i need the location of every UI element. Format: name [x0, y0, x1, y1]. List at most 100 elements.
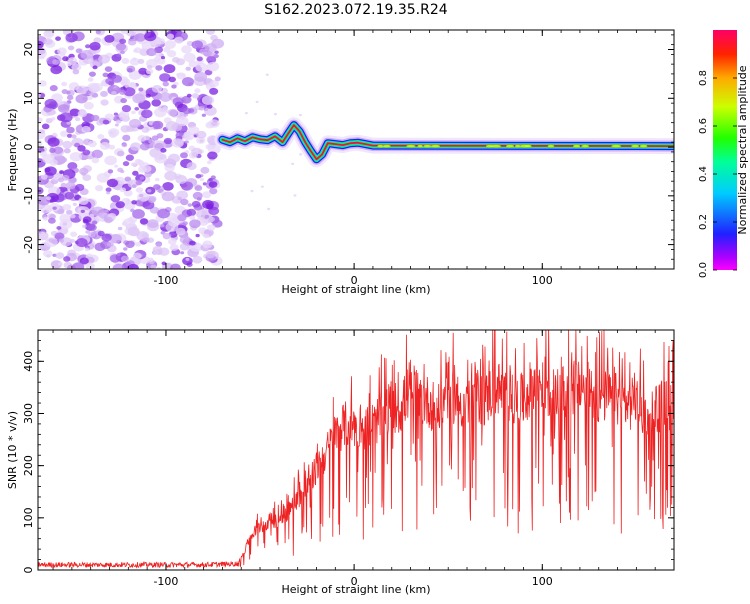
snr-y-axis-label: SNR (10 * v/v): [6, 411, 19, 489]
noise-speck: [141, 128, 146, 132]
colorbar-tick-label: 0.4: [698, 166, 709, 182]
signal-peak: [572, 144, 581, 148]
noise-speck: [49, 147, 56, 154]
noise-speck: [137, 192, 150, 202]
noise-speck: [111, 90, 117, 96]
noise-speck: [207, 224, 216, 231]
noise-speck: [138, 165, 147, 173]
noise-speck: [118, 180, 125, 185]
signal-peak: [611, 144, 622, 148]
noise-speck: [196, 130, 207, 139]
noise-speck: [175, 227, 186, 236]
noise-speck: [61, 81, 68, 87]
noise-speck: [163, 47, 171, 53]
noise-speck: [176, 72, 181, 77]
noise-speck: [55, 252, 65, 259]
noise-speck: [62, 203, 72, 211]
noise-speck: [89, 213, 95, 218]
noise-speck: [121, 221, 128, 226]
noise-speck: [82, 174, 92, 181]
noise-speck: [91, 206, 105, 217]
noise-speck: [91, 220, 98, 225]
noise-speck: [56, 226, 62, 230]
spectrogram-x-axis-label: Height of straight line (km): [281, 283, 430, 296]
noise-speck: [71, 134, 77, 139]
noise-speck: [66, 95, 74, 101]
noise-speck: [164, 40, 176, 49]
noise-speck: [38, 48, 47, 59]
noise-speck: [299, 153, 303, 156]
noise-speck: [59, 219, 73, 230]
noise-speck: [135, 180, 142, 186]
noise-speck: [54, 232, 65, 241]
signal-peak: [639, 144, 648, 148]
noise-speck: [104, 113, 115, 121]
noise-speck: [123, 189, 133, 197]
noise-speck: [110, 195, 121, 203]
noise-speck: [121, 57, 130, 65]
noise-speck: [67, 57, 78, 65]
noise-speck: [155, 242, 162, 248]
noise-speck: [82, 149, 91, 156]
noise-speck: [88, 71, 96, 77]
noise-speck: [50, 260, 63, 269]
noise-speck: [56, 157, 63, 162]
figure-title: S162.2023.072.19.35.R24: [264, 2, 447, 18]
snr-x-tick-label: -100: [153, 575, 178, 588]
noise-speck: [120, 50, 125, 55]
snr-x-axis-label: Height of straight line (km): [281, 583, 430, 596]
spectrogram-x-tick-label: 0: [351, 274, 358, 287]
noise-speck: [129, 57, 140, 66]
noise-speck: [152, 140, 166, 151]
noise-speck: [66, 126, 75, 134]
noise-speck: [89, 41, 101, 51]
noise-speck: [182, 107, 192, 115]
noise-speck: [109, 254, 121, 263]
snr-frame: [37, 329, 675, 571]
noise-speck: [186, 162, 197, 171]
noise-speck: [195, 173, 202, 179]
noise-speck: [100, 99, 109, 106]
noise-speck: [121, 104, 132, 113]
noise-speck: [115, 201, 125, 209]
noise-speck: [186, 93, 192, 98]
noise-speck: [114, 123, 119, 127]
noise-speck: [189, 219, 201, 229]
noise-speck: [126, 65, 136, 73]
noise-speck: [206, 160, 212, 165]
noise-speck: [171, 84, 177, 89]
noise-speck: [166, 50, 177, 58]
noise-speck: [155, 52, 162, 58]
noise-speck: [103, 209, 109, 213]
noise-speck: [132, 93, 146, 104]
noise-speck: [146, 64, 153, 70]
noise-speck: [120, 255, 129, 262]
noise-speck: [47, 137, 60, 147]
noise-speck: [44, 98, 57, 109]
noise-speck: [64, 191, 75, 200]
noise-speck: [140, 143, 150, 151]
noise-speck: [75, 94, 88, 104]
noise-speck: [180, 251, 185, 255]
noise-speck: [62, 140, 73, 149]
noise-speck: [61, 89, 68, 95]
noise-speck: [134, 241, 142, 247]
noise-speck: [168, 238, 177, 245]
noise-speck: [127, 226, 140, 237]
noise-speck: [116, 150, 125, 157]
noise-speck: [77, 145, 86, 152]
noise-speck: [102, 72, 109, 78]
noise-speck: [106, 241, 114, 247]
noise-speck: [74, 183, 85, 192]
signal-peak: [581, 144, 590, 148]
noise-speck: [192, 191, 203, 200]
noise-speck: [88, 140, 97, 148]
noise-speck: [80, 49, 94, 60]
noise-speck: [123, 87, 136, 97]
signal-peak: [406, 144, 416, 148]
noise-speck: [196, 136, 206, 144]
noise-speck: [127, 38, 137, 46]
noise-speck: [93, 37, 102, 44]
noise-speck: [207, 151, 218, 160]
noise-speck: [206, 61, 220, 72]
